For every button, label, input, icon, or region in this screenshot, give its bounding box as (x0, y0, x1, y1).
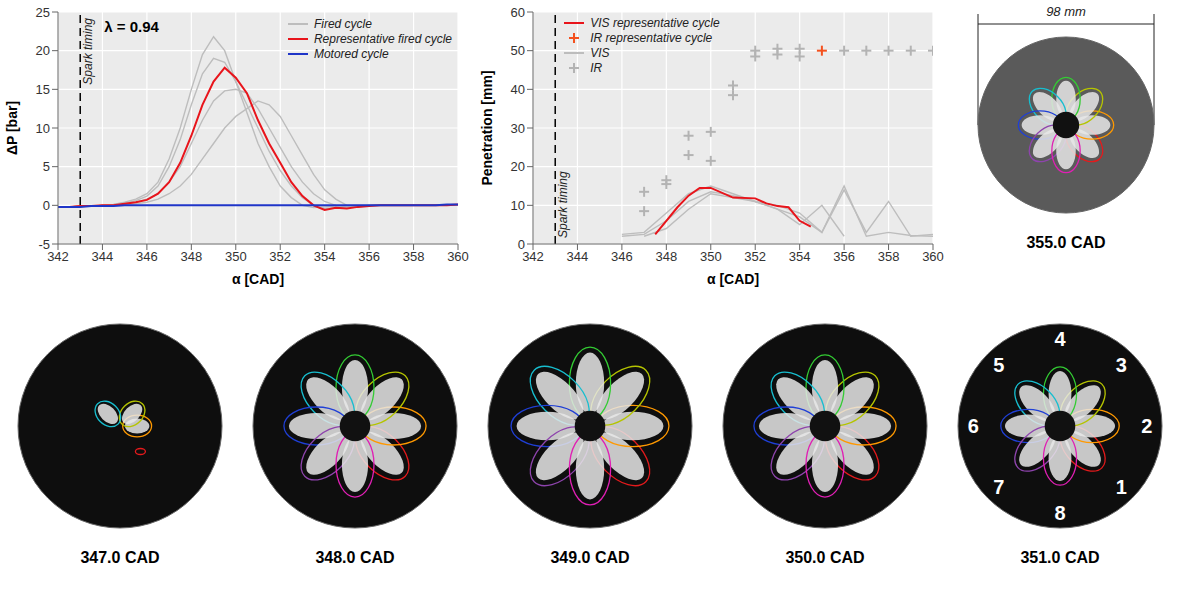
svg-text:348: 348 (655, 249, 677, 264)
html-text:λ = 0.94: λ = 0.94 (104, 18, 159, 35)
svg-text:356: 356 (358, 249, 380, 264)
html-text:IR representative cycle: IR representative cycle (590, 30, 713, 45)
html-text:Fired cycle: Fired cycle (313, 16, 372, 31)
svg-text:347.0 CAD: 347.0 CAD (80, 549, 159, 566)
svg-text:8: 8 (1054, 502, 1065, 524)
svg-text:350.0 CAD: 350.0 CAD (785, 549, 864, 566)
svg-text:346: 346 (136, 249, 158, 264)
svg-text:354: 354 (314, 249, 336, 264)
svg-text:348: 348 (180, 249, 202, 264)
svg-text:352: 352 (269, 249, 291, 264)
svg-text:20: 20 (511, 159, 525, 174)
svg-text:349.0 CAD: 349.0 CAD (550, 549, 629, 566)
html-text:VIS representative cycle: VIS representative cycle (590, 15, 720, 30)
svg-text:0: 0 (43, 198, 50, 213)
html-text:Motored cycle: Motored cycle (313, 46, 389, 61)
svg-text:10: 10 (36, 121, 50, 136)
svg-text:40: 40 (511, 82, 525, 97)
svg-text:360: 360 (447, 249, 469, 264)
svg-text:10: 10 (511, 198, 525, 213)
svg-text:ΔP [bar]: ΔP [bar] (4, 101, 20, 155)
svg-text:360: 360 (922, 249, 944, 264)
svg-text:355.0 CAD: 355.0 CAD (1026, 234, 1105, 251)
svg-text:348.0 CAD: 348.0 CAD (315, 549, 394, 566)
svg-text:2: 2 (1141, 415, 1152, 437)
svg-text:344: 344 (92, 249, 114, 264)
svg-text:344: 344 (567, 249, 589, 264)
svg-text:351.0 CAD: 351.0 CAD (1020, 549, 1099, 566)
svg-text:25: 25 (36, 5, 50, 20)
svg-text:4: 4 (1054, 328, 1066, 350)
svg-text:6: 6 (968, 415, 979, 437)
svg-text:15: 15 (36, 82, 50, 97)
svg-text:7: 7 (993, 476, 1004, 498)
svg-text:358: 358 (878, 249, 900, 264)
svg-text:3: 3 (1116, 354, 1127, 376)
svg-text:50: 50 (511, 43, 525, 58)
svg-text:5: 5 (993, 354, 1004, 376)
svg-text:5: 5 (43, 159, 50, 174)
svg-text:0: 0 (518, 237, 525, 252)
svg-text:-5: -5 (38, 237, 50, 252)
html-text:Representative fired cycle: Representative fired cycle (313, 31, 452, 46)
svg-text:60: 60 (511, 5, 525, 20)
html-text:VIS: VIS (590, 45, 610, 60)
svg-text:1: 1 (1116, 476, 1127, 498)
svg-text:Penetration [mm]: Penetration [mm] (479, 70, 495, 185)
svg-text:350: 350 (700, 249, 722, 264)
svg-text:342: 342 (47, 249, 69, 264)
svg-text:358: 358 (403, 249, 425, 264)
svg-text:98 mm: 98 mm (1046, 4, 1086, 19)
svg-text:Spark timing: Spark timing (556, 171, 570, 238)
svg-text:20: 20 (36, 43, 50, 58)
svg-text:342: 342 (522, 249, 544, 264)
svg-text:350: 350 (225, 249, 247, 264)
svg-text:354: 354 (789, 249, 811, 264)
html-text:IR: IR (590, 60, 603, 75)
svg-text:Spark timing: Spark timing (81, 18, 95, 85)
svg-text:α [CAD]: α [CAD] (707, 271, 759, 287)
svg-text:356: 356 (833, 249, 855, 264)
svg-text:α [CAD]: α [CAD] (232, 271, 284, 287)
svg-text:30: 30 (511, 121, 525, 136)
svg-text:346: 346 (611, 249, 633, 264)
svg-text:352: 352 (744, 249, 766, 264)
